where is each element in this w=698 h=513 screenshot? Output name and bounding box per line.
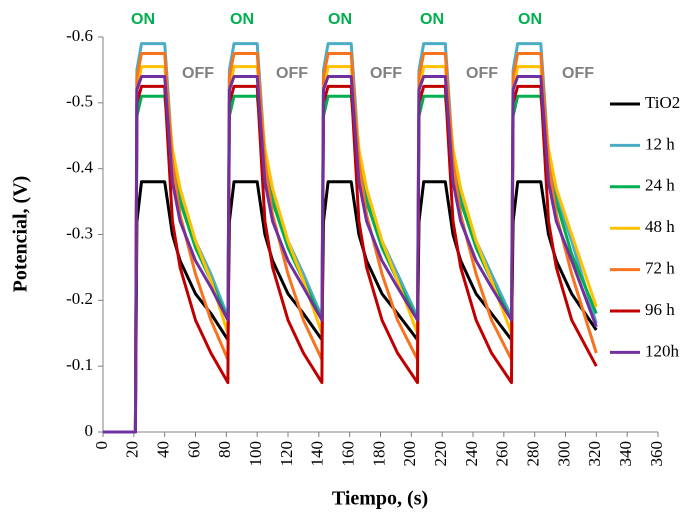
x-tick-label: 160 xyxy=(339,441,358,467)
x-tick-label: 20 xyxy=(123,441,142,458)
x-tick-label: 260 xyxy=(493,441,512,467)
y-tick-label: -0.1 xyxy=(66,355,93,374)
x-tick-label: 60 xyxy=(184,441,203,458)
y-tick-label: 0 xyxy=(85,421,94,440)
legend-label: 24 h xyxy=(645,176,675,195)
legend-label: 96 h xyxy=(645,300,675,319)
x-tick-label: 360 xyxy=(647,441,666,467)
series-line xyxy=(103,84,598,434)
x-tick-label: 240 xyxy=(462,441,481,467)
y-axis-title: Potencial, (V) xyxy=(10,176,32,293)
series-line xyxy=(103,42,598,434)
series-line xyxy=(103,180,598,434)
y-tick-label: -0.3 xyxy=(66,223,93,242)
on-label: ON xyxy=(518,11,542,28)
legend-label: 120h xyxy=(645,341,680,360)
x-tick-label: 40 xyxy=(154,441,173,458)
off-label: OFF xyxy=(276,65,308,82)
x-tick-label: 280 xyxy=(524,441,543,467)
off-label: OFF xyxy=(466,65,498,82)
x-tick-label: 180 xyxy=(369,441,388,467)
off-label: OFF xyxy=(370,65,402,82)
legend-label: 48 h xyxy=(645,217,675,236)
x-tick-label: 100 xyxy=(246,441,265,467)
x-tick-label: 80 xyxy=(215,441,234,458)
legend-label: 72 h xyxy=(645,259,675,278)
y-tick-label: -0.4 xyxy=(66,158,93,177)
x-tick-label: 320 xyxy=(585,441,604,467)
x-axis-title: Tiempo, (s) xyxy=(332,488,428,510)
on-label: ON xyxy=(328,11,352,28)
x-tick-label: 0 xyxy=(92,441,111,450)
legend-label: 12 h xyxy=(645,134,675,153)
off-label: OFF xyxy=(182,65,214,82)
series-line xyxy=(103,94,598,434)
on-label: ON xyxy=(420,11,444,28)
y-tick-label: -0.5 xyxy=(66,92,93,111)
series-line xyxy=(103,75,598,434)
x-tick-label: 220 xyxy=(431,441,450,467)
off-label: OFF xyxy=(562,65,594,82)
x-tick-label: 300 xyxy=(554,441,573,467)
x-tick-label: 340 xyxy=(616,441,635,467)
x-tick-label: 120 xyxy=(277,441,296,467)
on-label: ON xyxy=(131,11,155,28)
x-tick-label: 140 xyxy=(308,441,327,467)
on-label: ON xyxy=(230,11,254,28)
legend-label: TiO2 xyxy=(645,93,680,112)
x-tick-label: 200 xyxy=(400,441,419,467)
y-tick-label: -0.6 xyxy=(66,26,93,45)
y-tick-label: -0.2 xyxy=(66,289,93,308)
